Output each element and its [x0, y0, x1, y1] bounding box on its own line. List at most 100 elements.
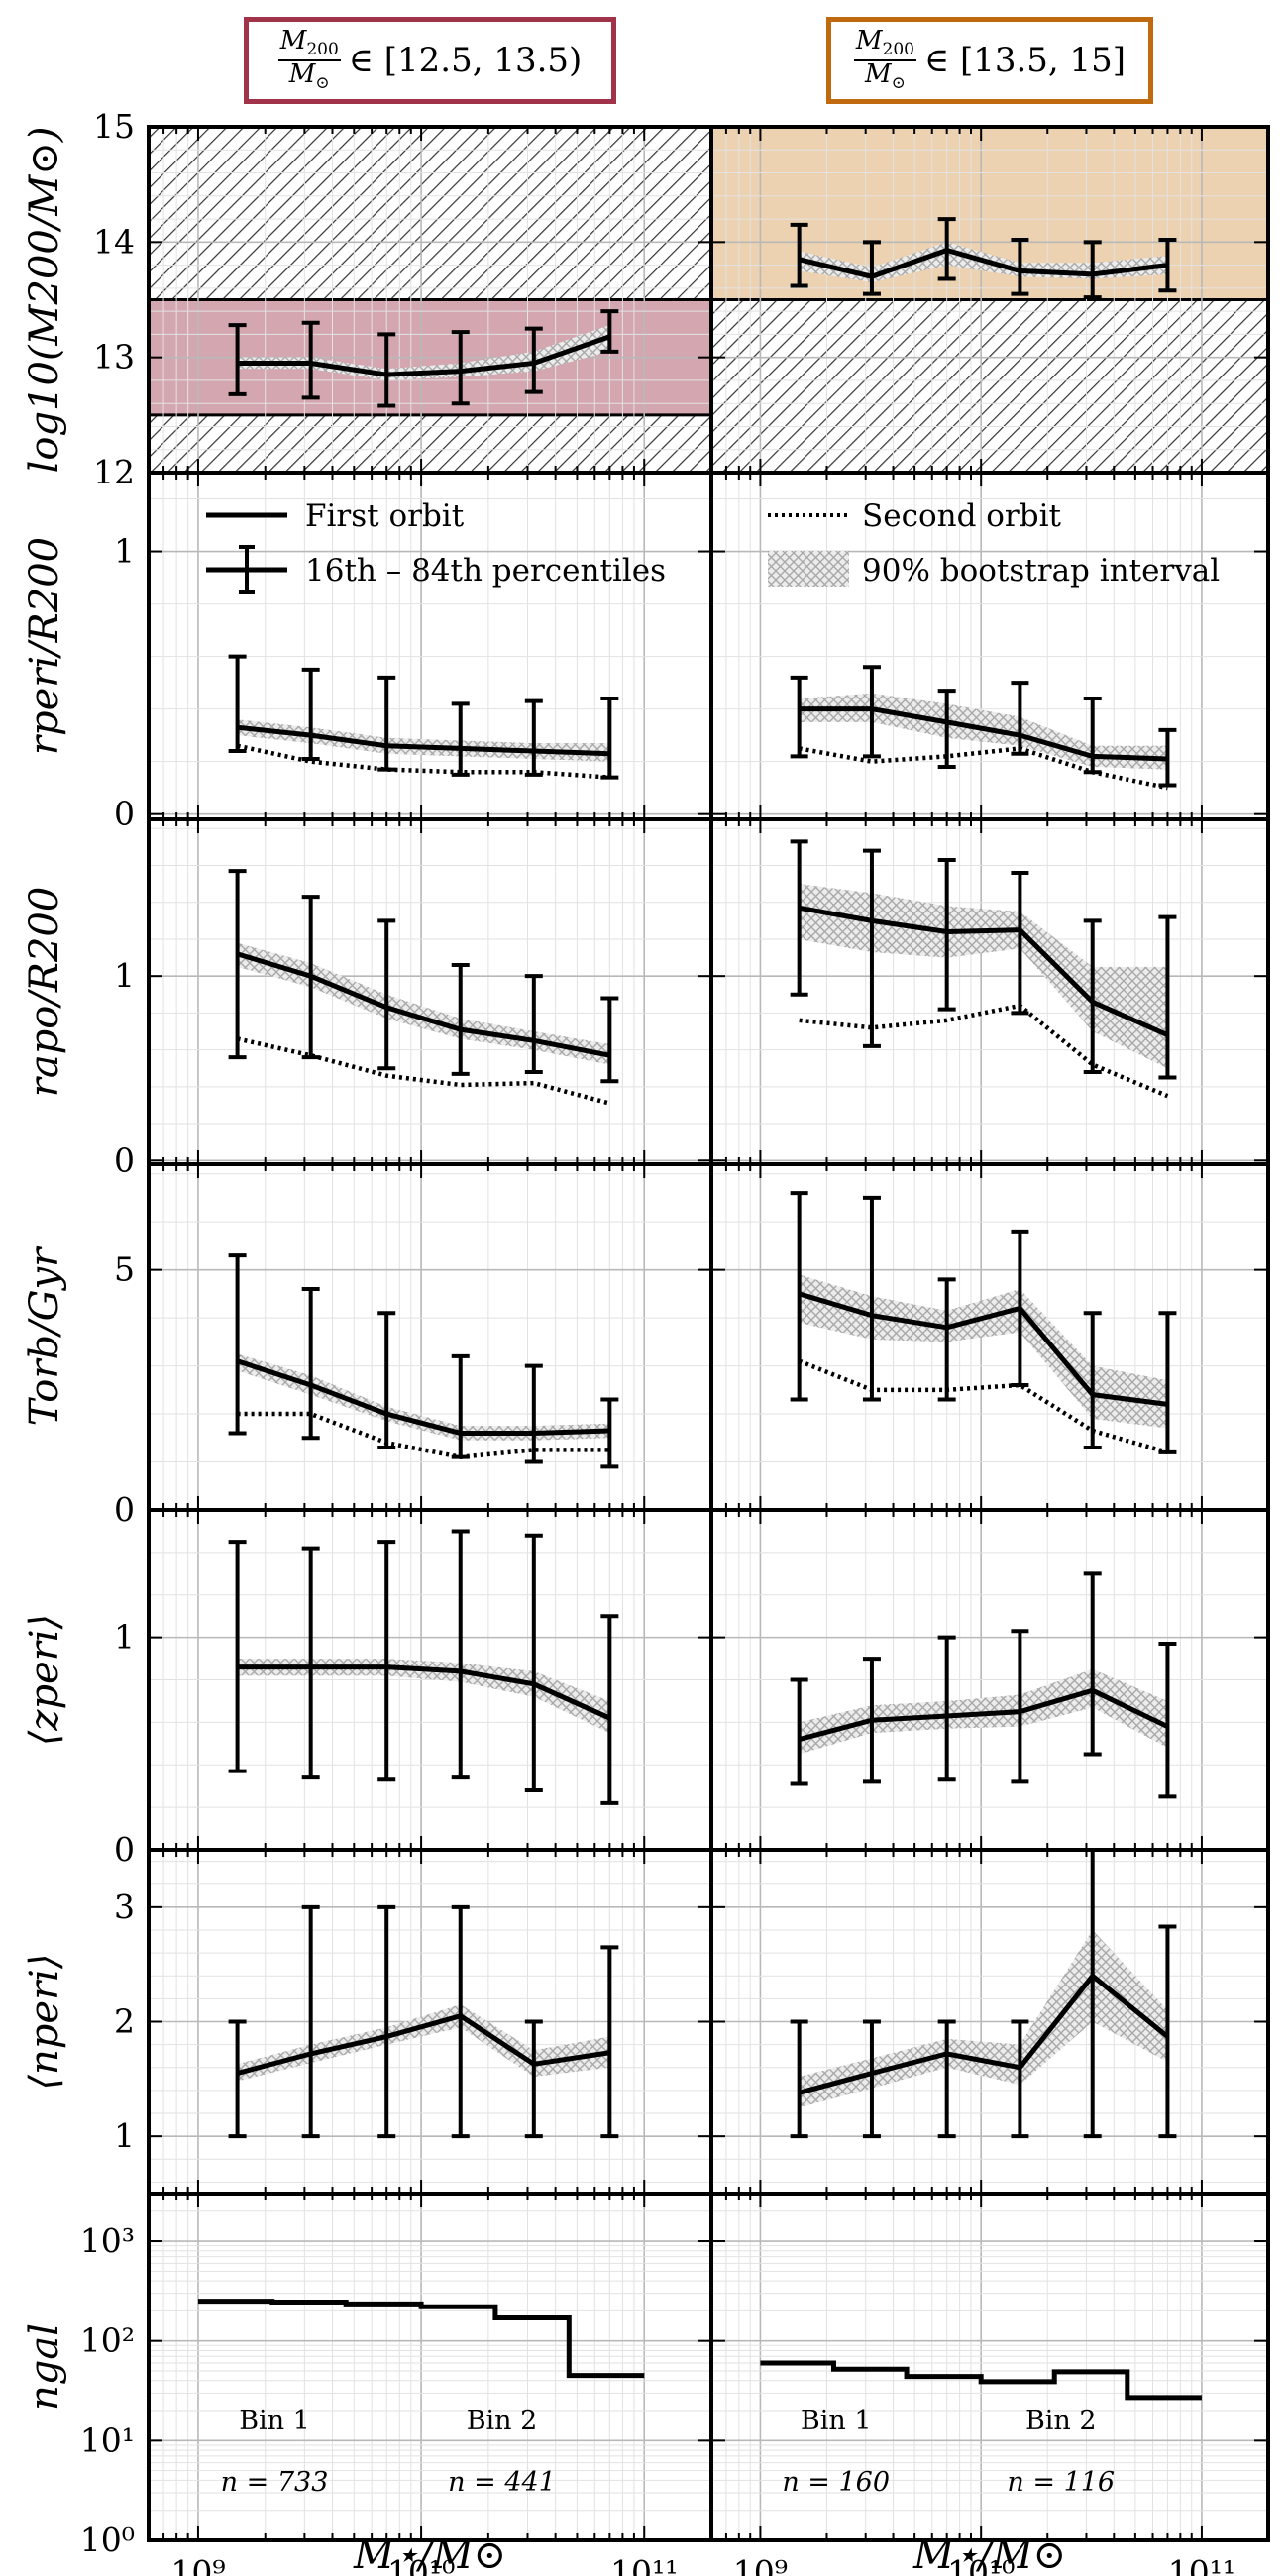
rperi-left-second-orbit-line: [237, 743, 610, 780]
ngal-y-tick-label: 10¹: [80, 2420, 135, 2459]
nperi-right-panel: [711, 1850, 1268, 2194]
torb-right-bootstrap-band: [799, 1274, 1168, 1429]
x-tick-label: 10¹¹: [610, 2553, 678, 2576]
nperi-y-tick-label: 2: [114, 2002, 135, 2041]
mhalo-right-excluded-hatch-bottom: [711, 299, 1268, 473]
ngal-right-ngal-step-line: [760, 2360, 1202, 2401]
rperi-right-panel: [711, 473, 1268, 819]
zperi-y-tick-label: 1: [114, 1618, 135, 1657]
nperi-left-bootstrap-band: [237, 2004, 610, 2082]
zperi-y-tick-label: 0: [114, 1830, 135, 1869]
ngal-left-bin-label: Bin 1: [239, 2406, 310, 2436]
torb-left-first-orbit-line: [236, 1358, 610, 1436]
x-axis-label: M⋆/M⊙: [912, 2532, 1066, 2576]
mhalo-right-panel: [711, 127, 1268, 473]
rapo-y-axis-label: rapo/R200: [22, 887, 67, 1098]
header-left-range: ∈ [12.5, 13.5): [348, 41, 583, 80]
x-tick-label: 10⁹: [170, 2553, 225, 2576]
header-right-range: ∈ [13.5, 15]: [923, 41, 1127, 80]
rperi-y-tick-label: 0: [114, 795, 135, 833]
nperi-left-first-orbit-line: [236, 2013, 610, 2076]
nperi-y-tick-label: 1: [114, 2116, 135, 2155]
ngal-right-bin-label: Bin 2: [1025, 2406, 1097, 2436]
x-tick-label: 10¹¹: [1168, 2553, 1235, 2576]
torb-left-panel: [149, 1164, 711, 1510]
header-left-fraction: M200 M⊙: [277, 25, 341, 94]
zperi-right-first-orbit-line: [799, 1687, 1169, 1742]
mhalo-right-first-orbit-line: [799, 247, 1168, 279]
x-tick-label: 10¹⁰: [387, 2553, 455, 2576]
zperi-y-axis-label: ⟨zperi⟩: [22, 1614, 67, 1746]
legend-second-orbit-label: Second orbit: [862, 498, 1062, 534]
rperi-y-axis-label: rperi/R200: [22, 537, 67, 755]
rperi-y-tick-label: 1: [114, 532, 135, 571]
legend-bootstrap-swatch: [768, 551, 849, 587]
torb-left-frame: [147, 1162, 713, 1512]
rapo-right-frame: [709, 817, 1270, 1166]
zperi-left-bootstrap-band: [237, 1659, 610, 1734]
ngal-left-bin-label: Bin 2: [467, 2406, 538, 2436]
mhalo-y-tick-label: 13: [93, 338, 135, 376]
mhalo-left-excluded-hatch-bottom: [149, 414, 711, 473]
rapo-right-bootstrap-band: [799, 884, 1168, 1069]
header-right: M200 M⊙ ∈ [13.5, 15]: [826, 17, 1153, 104]
mhalo-y-axis-label: log10(M200/M⊙): [22, 127, 67, 474]
mhalo-y-tick-label: 14: [93, 222, 135, 261]
ngal-y-tick-label: 10²: [80, 2321, 135, 2360]
zperi-left-first-orbit-line: [237, 1664, 611, 1721]
rperi-left-first-orbit-line: [237, 724, 610, 757]
mhalo-left-first-orbit-line: [237, 334, 611, 377]
rapo-y-tick-label: 1: [114, 956, 135, 995]
nperi-right-first-orbit-line: [798, 1972, 1170, 2095]
rapo-right-first-orbit-line: [799, 905, 1169, 1038]
zperi-left-panel: [149, 1510, 711, 1850]
ngal-left-panel: Bin 1 n = 733 Bin 2 n = 441: [149, 2194, 711, 2540]
mhalo-left-panel: [149, 127, 711, 473]
nperi-left-panel: [149, 1850, 711, 2194]
ngal-right-bin-count: n = 160: [782, 2467, 890, 2498]
torb-y-axis-label: Torb/Gyr: [22, 1245, 67, 1426]
nperi-y-tick-label: 3: [114, 1887, 135, 1926]
rapo-right-panel: [711, 819, 1268, 1164]
x-tick-label: 10⁹: [733, 2553, 788, 2576]
ngal-right-frame: [709, 2192, 1270, 2542]
nperi-right-bootstrap-band: [799, 1929, 1168, 2108]
legend-bootstrap-label: 90% bootstrap interval: [862, 553, 1220, 589]
rapo-left-first-orbit-line: [236, 951, 610, 1058]
ngal-right-bin-label: Bin 1: [801, 2406, 872, 2436]
ngal-right-panel: Bin 1 n = 160 Bin 2 n = 116: [711, 2194, 1268, 2540]
ngal-right-bin-count: n = 116: [1007, 2467, 1115, 2498]
torb-right-second-orbit-line: [798, 1358, 1169, 1454]
torb-right-panel: [711, 1164, 1268, 1510]
ngal-left-bin-count: n = 733: [221, 2467, 329, 2498]
mhalo-left-excluded-hatch-top: [149, 127, 711, 300]
torb-right-frame: [709, 1162, 1270, 1512]
header-left: M200 M⊙ ∈ [12.5, 13.5): [244, 17, 616, 104]
mhalo-y-tick-label: 12: [93, 453, 135, 491]
zperi-right-panel: [711, 1510, 1268, 1850]
rapo-y-tick-label: 0: [114, 1140, 135, 1179]
mhalo-y-tick-label: 15: [93, 107, 135, 146]
rapo-left-second-orbit-line: [237, 1036, 610, 1106]
rapo-left-panel: [149, 819, 711, 1164]
x-tick-label: 10¹⁰: [947, 2553, 1015, 2576]
torb-y-tick-label: 5: [114, 1250, 135, 1289]
mhalo-right-mass-band: [711, 127, 1268, 300]
rperi-right-first-orbit-line: [799, 706, 1168, 762]
header-right-fraction: M200 M⊙: [853, 25, 916, 94]
rperi-left-panel: [149, 473, 711, 819]
torb-y-tick-label: 0: [114, 1490, 135, 1529]
torb-left-bootstrap-band: [237, 1353, 610, 1441]
torb-right-first-orbit-line: [798, 1291, 1168, 1407]
rapo-left-bootstrap-band: [237, 942, 610, 1065]
ngal-left-ngal-step-line: [197, 2299, 645, 2379]
x-axis-label: M⋆/M⊙: [353, 2532, 506, 2576]
legend-percentiles-label: 16th – 84th percentiles: [305, 553, 666, 589]
ngal-y-tick-label: 10³: [80, 2221, 135, 2260]
ngal-y-axis-label: ngal: [22, 2323, 67, 2411]
rperi-left-bootstrap-band: [237, 719, 610, 762]
ngal-y-tick-label: 10⁰: [80, 2521, 135, 2559]
legend-first-orbit-label: First orbit: [305, 498, 465, 534]
ngal-left-bin-count: n = 441: [448, 2467, 556, 2498]
